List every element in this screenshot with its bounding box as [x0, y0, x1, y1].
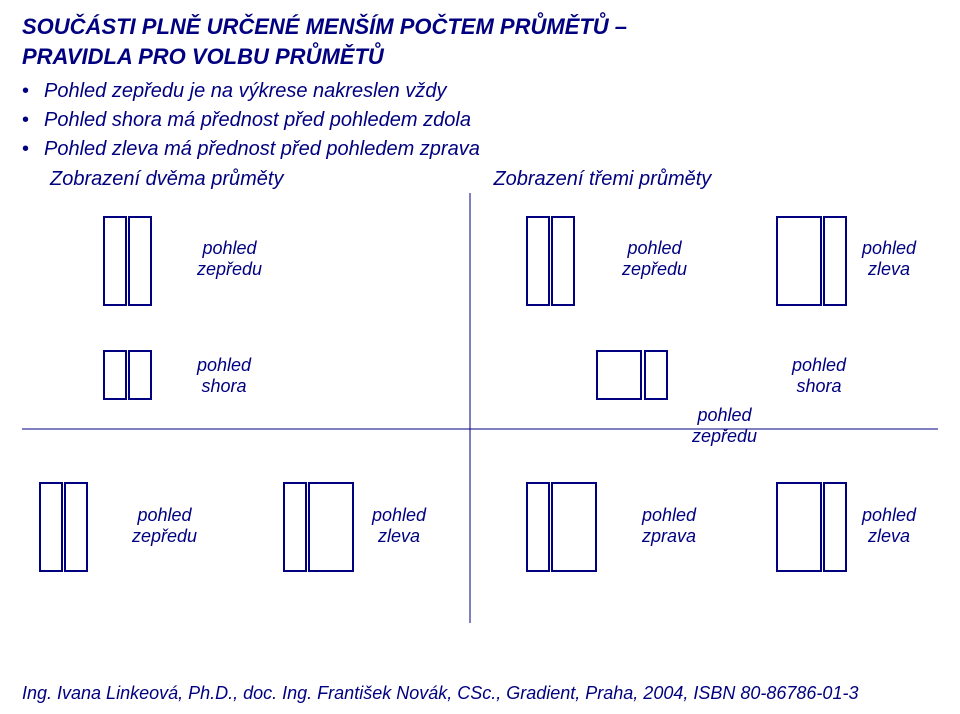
- projection-rect: [552, 217, 574, 305]
- diagram-svg: [22, 193, 938, 623]
- bullet-item: • Pohled zepředu je na výkrese nakreslen…: [22, 77, 938, 106]
- subhead-two-views: Zobrazení dvěma průměty: [50, 168, 283, 191]
- projection-label-zepredu: pohled zepředu: [197, 238, 262, 279]
- projection-label-shora: pohled shora: [792, 355, 846, 396]
- bullet-text: Pohled zepředu je na výkrese nakreslen v…: [44, 77, 446, 106]
- projection-rect: [777, 217, 821, 305]
- projection-label-zepredu: pohled zepředu: [622, 238, 687, 279]
- projection-rect: [104, 217, 126, 305]
- projection-label-zepredu: pohled zepředu: [692, 405, 757, 446]
- bullet-dot: •: [22, 77, 44, 106]
- projection-rect: [65, 483, 87, 571]
- projection-rect: [129, 217, 151, 305]
- bullet-item: • Pohled shora má přednost před pohledem…: [22, 106, 938, 135]
- projection-label-shora: pohled shora: [197, 355, 251, 396]
- projection-rect: [129, 351, 151, 399]
- bullet-text: Pohled zleva má přednost před pohledem z…: [44, 135, 480, 164]
- bullet-dot: •: [22, 106, 44, 135]
- projection-rect: [824, 217, 846, 305]
- subhead-three-views: Zobrazení třemi průměty: [493, 168, 711, 191]
- projection-label-zleva: pohled zleva: [862, 238, 916, 279]
- projection-label-zepredu: pohled zepředu: [132, 505, 197, 546]
- projection-rect: [645, 351, 667, 399]
- projection-label-zleva: pohled zleva: [372, 505, 426, 546]
- subhead-row: Zobrazení dvěma průměty Zobrazení třemi …: [22, 168, 938, 191]
- projection-rect: [104, 351, 126, 399]
- footer-citation: Ing. Ivana Linkeová, Ph.D., doc. Ing. Fr…: [22, 683, 858, 704]
- projection-label-zleva: pohled zleva: [862, 505, 916, 546]
- projection-label-zprava: pohled zprava: [642, 505, 696, 546]
- bullet-list: • Pohled zepředu je na výkrese nakreslen…: [22, 77, 938, 164]
- title-line-2: PRAVIDLA PRO VOLBU PRŮMĚTŮ: [22, 44, 384, 69]
- slide-title: SOUČÁSTI PLNĚ URČENÉ MENŠÍM POČTEM PRŮMĚ…: [22, 12, 938, 71]
- projection-rect: [284, 483, 306, 571]
- bullet-dot: •: [22, 135, 44, 164]
- bullet-item: • Pohled zleva má přednost před pohledem…: [22, 135, 938, 164]
- projection-rect: [527, 483, 549, 571]
- projection-rect: [552, 483, 596, 571]
- diagram-region: pohled zepředu pohled shora pohled zepředu…: [22, 193, 938, 623]
- projection-rect: [40, 483, 62, 571]
- projection-rect: [777, 483, 821, 571]
- projection-rect: [527, 217, 549, 305]
- projection-rect: [597, 351, 641, 399]
- bullet-text: Pohled shora má přednost před pohledem z…: [44, 106, 471, 135]
- projection-rect: [824, 483, 846, 571]
- projection-rect: [309, 483, 353, 571]
- title-line-1: SOUČÁSTI PLNĚ URČENÉ MENŠÍM POČTEM PRŮMĚ…: [22, 14, 627, 39]
